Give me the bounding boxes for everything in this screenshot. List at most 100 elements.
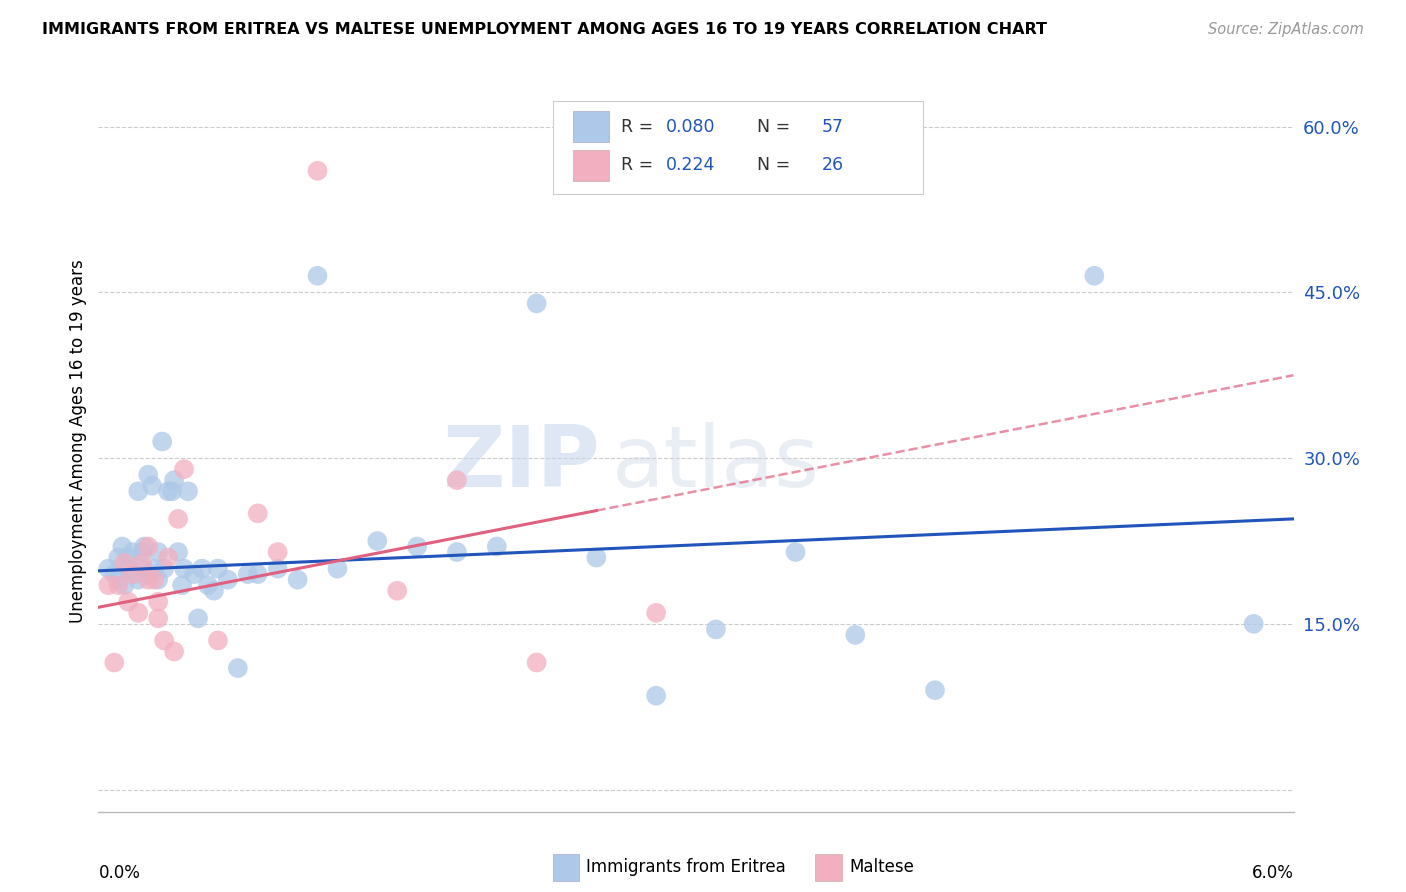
Point	[136, 467, 159, 482]
Point	[112, 556, 135, 570]
Point	[226, 661, 249, 675]
Point	[103, 567, 125, 582]
Point	[385, 583, 409, 598]
Point	[131, 556, 153, 570]
FancyBboxPatch shape	[572, 112, 609, 143]
Point	[526, 656, 548, 670]
Text: N =: N =	[747, 118, 796, 136]
Point	[307, 163, 329, 178]
Point	[127, 573, 149, 587]
Point	[217, 573, 239, 587]
Point	[107, 550, 129, 565]
Text: 57: 57	[821, 118, 844, 136]
Point	[446, 473, 468, 487]
Text: 0.224: 0.224	[666, 156, 716, 174]
FancyBboxPatch shape	[815, 854, 842, 880]
Point	[207, 561, 229, 575]
Text: 26: 26	[821, 156, 844, 174]
Point	[183, 567, 205, 582]
Point	[136, 573, 159, 587]
Point	[111, 540, 134, 554]
Point	[134, 540, 156, 554]
Point	[924, 683, 946, 698]
Point	[173, 462, 195, 476]
Point	[121, 545, 143, 559]
Text: atlas: atlas	[613, 422, 820, 505]
Point	[117, 550, 139, 565]
Point	[172, 578, 194, 592]
Point	[187, 611, 209, 625]
Text: ZIP: ZIP	[443, 422, 600, 505]
Point	[1243, 616, 1265, 631]
Point	[148, 595, 170, 609]
Point	[143, 573, 166, 587]
Point	[127, 606, 149, 620]
Text: 0.080: 0.080	[666, 118, 716, 136]
Point	[446, 545, 468, 559]
Point	[127, 484, 149, 499]
Text: Source: ZipAtlas.com: Source: ZipAtlas.com	[1208, 22, 1364, 37]
Point	[148, 611, 170, 625]
Point	[148, 573, 170, 587]
Point	[153, 561, 176, 575]
Text: 6.0%: 6.0%	[1251, 863, 1294, 881]
Text: R =: R =	[620, 118, 658, 136]
Point	[97, 561, 120, 575]
Point	[148, 545, 170, 559]
FancyBboxPatch shape	[553, 854, 579, 880]
Point	[157, 484, 180, 499]
Point	[173, 561, 195, 575]
Text: Immigrants from Eritrea: Immigrants from Eritrea	[586, 858, 786, 876]
Point	[131, 545, 153, 559]
Point	[844, 628, 866, 642]
Point	[160, 484, 183, 499]
Point	[121, 567, 143, 582]
Point	[585, 550, 607, 565]
FancyBboxPatch shape	[553, 101, 922, 194]
Point	[117, 595, 139, 609]
Point	[704, 623, 727, 637]
Point	[112, 578, 135, 592]
Point	[1083, 268, 1105, 283]
Point	[645, 606, 668, 620]
Point	[645, 689, 668, 703]
Point	[785, 545, 807, 559]
Point	[107, 573, 129, 587]
Point	[97, 578, 120, 592]
Point	[326, 561, 349, 575]
Point	[150, 434, 173, 449]
Point	[197, 578, 219, 592]
Point	[366, 533, 388, 548]
Point	[246, 507, 269, 521]
Point	[141, 479, 163, 493]
Point	[131, 561, 153, 575]
Point	[167, 512, 190, 526]
Point	[207, 633, 229, 648]
Point	[267, 561, 290, 575]
Point	[163, 473, 186, 487]
Y-axis label: Unemployment Among Ages 16 to 19 years: Unemployment Among Ages 16 to 19 years	[69, 260, 87, 624]
Text: N =: N =	[747, 156, 796, 174]
Point	[236, 567, 259, 582]
Point	[163, 644, 186, 658]
Text: Maltese: Maltese	[849, 858, 914, 876]
Point	[406, 540, 429, 554]
Text: IMMIGRANTS FROM ERITREA VS MALTESE UNEMPLOYMENT AMONG AGES 16 TO 19 YEARS CORREL: IMMIGRANTS FROM ERITREA VS MALTESE UNEMP…	[42, 22, 1047, 37]
Point	[526, 296, 548, 310]
Point	[124, 567, 146, 582]
Point	[485, 540, 508, 554]
Text: R =: R =	[620, 156, 658, 174]
Point	[177, 484, 200, 499]
FancyBboxPatch shape	[572, 150, 609, 181]
Point	[153, 633, 176, 648]
Point	[143, 561, 166, 575]
Point	[267, 545, 290, 559]
Point	[157, 550, 180, 565]
Point	[136, 540, 159, 554]
Point	[107, 578, 129, 592]
Point	[307, 268, 329, 283]
Point	[246, 567, 269, 582]
Point	[103, 656, 125, 670]
Point	[117, 561, 139, 575]
Point	[202, 583, 225, 598]
